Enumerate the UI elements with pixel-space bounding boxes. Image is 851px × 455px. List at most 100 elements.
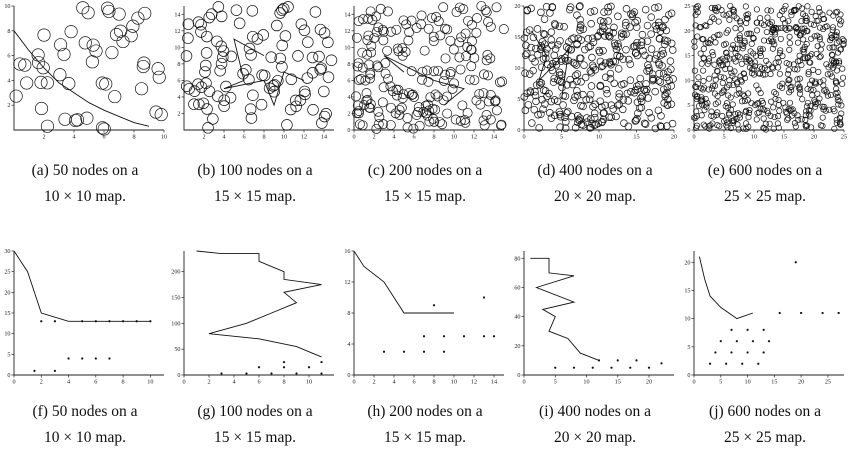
node-e xyxy=(698,60,705,67)
node-b xyxy=(276,4,288,16)
node-c xyxy=(396,102,407,113)
node-c xyxy=(445,67,456,77)
node-b xyxy=(200,47,213,59)
node-c xyxy=(354,75,365,86)
node-c xyxy=(463,15,474,26)
node-d xyxy=(622,5,631,13)
node-d xyxy=(533,25,542,33)
node-c xyxy=(365,69,376,80)
node-b xyxy=(199,66,211,78)
node-e xyxy=(737,77,745,84)
node-e xyxy=(791,66,798,73)
node-d xyxy=(552,61,561,69)
node-d xyxy=(530,105,539,114)
node-e xyxy=(783,59,790,67)
node-b xyxy=(267,80,280,92)
x-tick-label-a: 6 xyxy=(102,134,105,141)
node-e xyxy=(715,99,722,106)
point-j xyxy=(746,351,749,354)
node-c xyxy=(418,106,429,117)
node-b xyxy=(181,80,193,92)
node-a xyxy=(100,1,115,15)
node-d xyxy=(586,90,595,99)
node-a xyxy=(40,119,54,133)
node-d xyxy=(647,30,655,38)
node-d xyxy=(619,96,627,104)
node-c xyxy=(354,119,365,130)
node-a xyxy=(112,7,126,21)
node-d xyxy=(602,85,611,94)
y-tick-label-c: 14 xyxy=(344,11,350,18)
node-e xyxy=(734,52,741,60)
node-e xyxy=(755,99,762,106)
node-d xyxy=(541,87,550,95)
node-b xyxy=(195,18,207,31)
node-c xyxy=(394,104,405,115)
node-c xyxy=(397,43,408,54)
node-e xyxy=(714,32,721,39)
node-d xyxy=(573,39,581,48)
node-d xyxy=(630,8,639,16)
node-c xyxy=(402,122,413,133)
node-c xyxy=(398,15,409,26)
node-e xyxy=(834,93,841,100)
node-b xyxy=(201,103,213,115)
node-b xyxy=(218,94,230,106)
node-d xyxy=(573,11,581,19)
node-e xyxy=(733,115,740,122)
point-j xyxy=(762,351,765,354)
point-j xyxy=(751,340,755,343)
node-a xyxy=(95,76,109,90)
node-d xyxy=(617,29,626,38)
node-d xyxy=(554,76,562,84)
node-d xyxy=(538,38,547,46)
x-tick-label-c: 14 xyxy=(491,134,497,141)
node-e xyxy=(808,35,815,42)
node-e xyxy=(837,11,844,18)
y-tick-label-e: 10 xyxy=(684,77,690,84)
node-e xyxy=(804,3,811,10)
node-e xyxy=(833,67,840,74)
node-e xyxy=(761,64,768,71)
node-b xyxy=(277,2,290,15)
node-d xyxy=(543,45,551,53)
node-e xyxy=(798,18,805,25)
caption-h: (h) 200 nodes on a 15 × 15 map. xyxy=(340,399,510,451)
node-e xyxy=(753,82,760,89)
caption-i: (i) 400 nodes on a 20 × 20 map. xyxy=(510,399,680,451)
node-d xyxy=(615,89,623,98)
node-b xyxy=(245,112,258,124)
node-d xyxy=(633,51,642,60)
point-i xyxy=(616,359,619,362)
node-d xyxy=(562,43,571,51)
route-line-c xyxy=(383,55,465,106)
node-e xyxy=(786,76,793,83)
axes-a xyxy=(13,6,164,131)
node-d xyxy=(664,68,672,76)
node-e xyxy=(823,61,830,68)
node-b xyxy=(224,91,237,104)
axes-f xyxy=(13,251,164,376)
node-b xyxy=(318,27,331,39)
node-e xyxy=(833,59,840,66)
node-e xyxy=(779,80,786,87)
node-e xyxy=(757,45,764,52)
node-e xyxy=(772,24,779,32)
node-e xyxy=(731,75,739,82)
node-d xyxy=(645,108,653,117)
node-e xyxy=(791,120,799,127)
x-tick-label-b: 4 xyxy=(222,134,225,141)
node-b xyxy=(203,85,216,98)
point-j xyxy=(837,311,840,315)
point-g xyxy=(295,372,298,375)
node-c xyxy=(409,92,419,102)
series-line-j xyxy=(698,256,754,320)
node-a xyxy=(131,11,145,25)
node-e xyxy=(838,102,845,109)
node-d xyxy=(542,3,551,11)
node-a xyxy=(86,38,100,52)
node-c xyxy=(378,35,389,46)
y-tick-label-a: 2 xyxy=(7,102,10,109)
node-e xyxy=(783,26,790,33)
x-tick-label-e: 20 xyxy=(811,134,817,141)
